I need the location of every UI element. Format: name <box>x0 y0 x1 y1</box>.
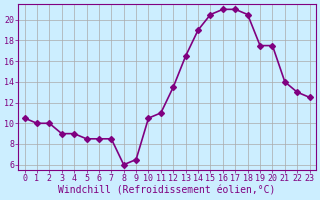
X-axis label: Windchill (Refroidissement éolien,°C): Windchill (Refroidissement éolien,°C) <box>58 186 276 196</box>
